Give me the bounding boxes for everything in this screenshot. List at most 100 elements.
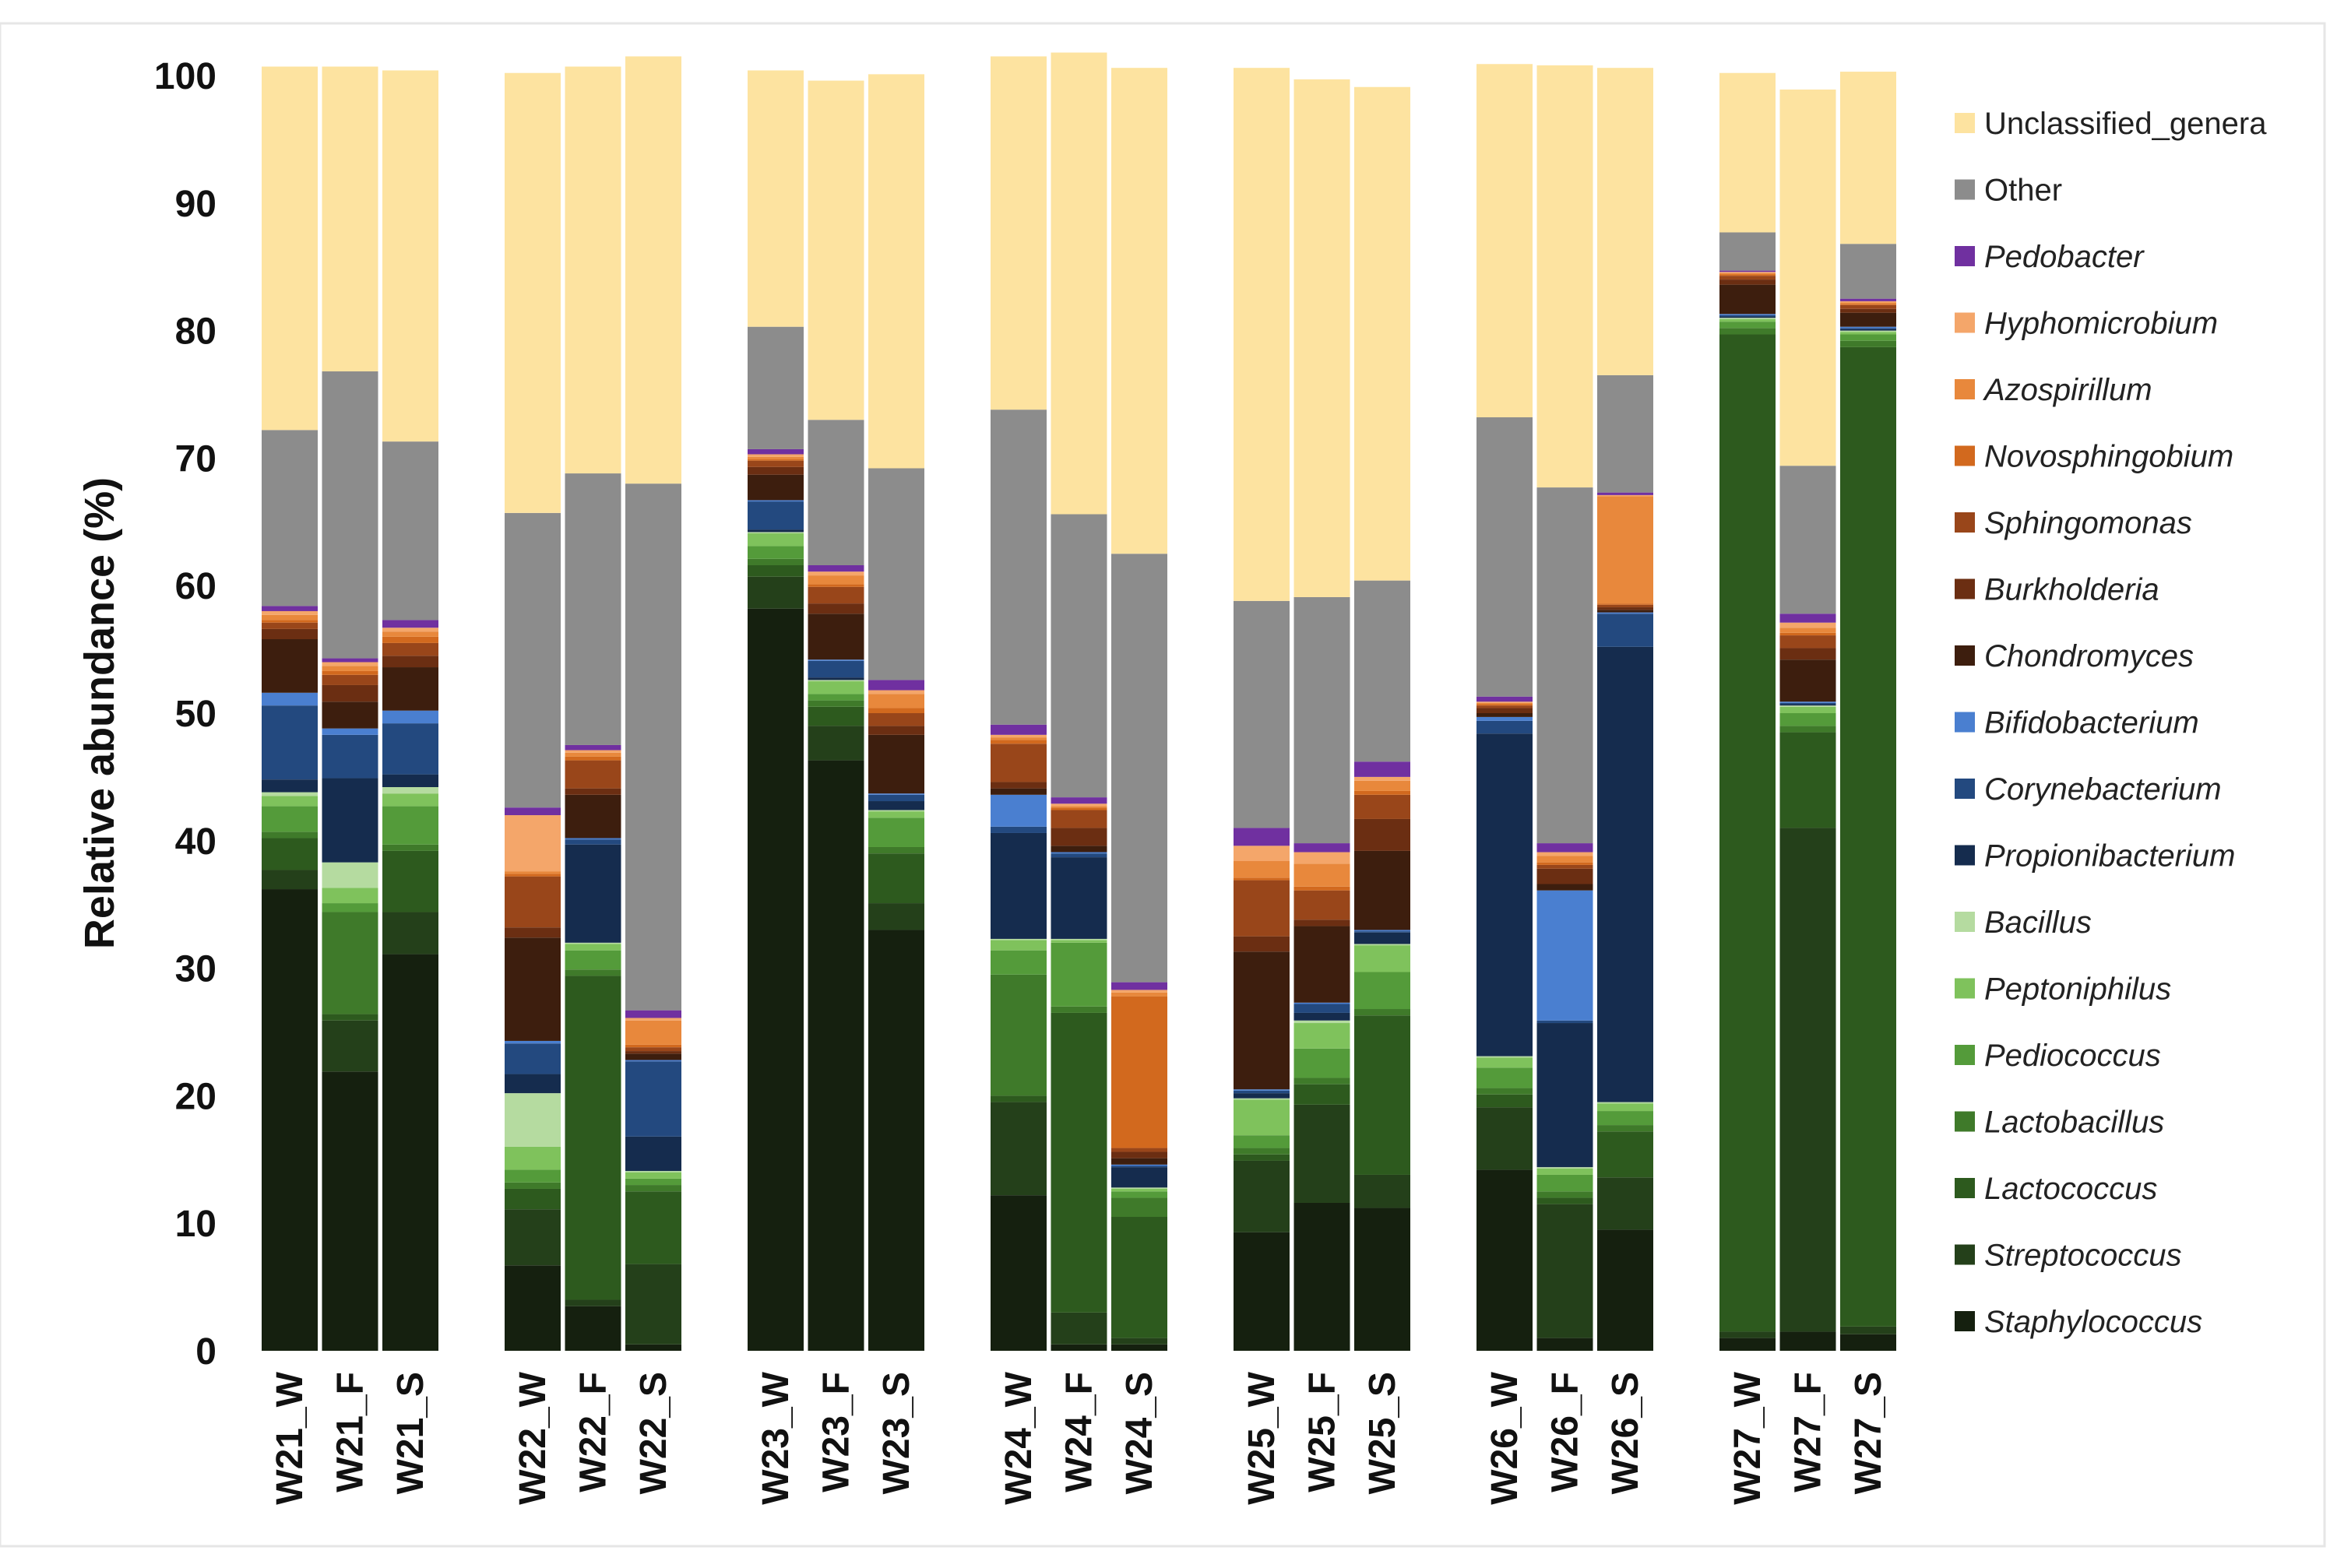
- bar-segment-propionibacterium: [1840, 329, 1896, 331]
- bar-segment-chondromyces: [505, 937, 561, 1041]
- bar-segment-bifidobacterium: [1536, 890, 1593, 1021]
- bar-segment-corynebacterium: [1293, 1004, 1350, 1013]
- bar-segment-corynebacterium: [1354, 931, 1410, 933]
- bar-segment-streptococcus: [1536, 1204, 1593, 1338]
- y-tick-label: 80: [175, 311, 216, 353]
- bar-segment-burkholderia: [505, 927, 561, 938]
- bar-segment-other: [1234, 600, 1290, 828]
- bar-segment-peptoniphilus: [382, 793, 438, 807]
- bar-stack-w22-s: [625, 56, 681, 1351]
- bar-segment-other: [262, 430, 318, 606]
- bar-segment-chondromyces: [625, 1053, 681, 1060]
- bar-segment-corynebacterium: [1536, 1020, 1593, 1024]
- y-tick-label: 0: [195, 1331, 216, 1373]
- bar-segment-peptoniphilus: [808, 681, 864, 694]
- bar-segment-bifidobacterium: [808, 659, 864, 661]
- bar-stack-w23-w: [748, 70, 804, 1351]
- bar-segment-streptococcus: [625, 1264, 681, 1345]
- bar-segment-lactococcus: [1293, 1084, 1350, 1105]
- bar-segment-staphylococcus: [1536, 1338, 1593, 1351]
- bar-segment-staphylococcus: [382, 954, 438, 1351]
- bar-segment-pedobacter: [1476, 696, 1533, 702]
- bar-segment-bifidobacterium: [991, 794, 1047, 827]
- legend-swatch: [1955, 1111, 1975, 1132]
- bar-segment-azospirillum: [565, 752, 621, 757]
- bar-segment-peptoniphilus: [1597, 1103, 1653, 1112]
- bar-segment-lactobacillus: [1597, 1125, 1653, 1132]
- x-category-label: W27_S: [1848, 1372, 1889, 1494]
- legend-item-azospirillum: Azospirillum: [1955, 373, 2152, 407]
- legend-label: Peptoniphilus: [1984, 972, 2171, 1007]
- bar-segment-burkholderia: [868, 726, 924, 735]
- bar-stack-w21-s: [382, 70, 438, 1351]
- y-tick-label: 50: [175, 694, 216, 735]
- bar-segment-corynebacterium: [1234, 1090, 1290, 1094]
- bar-segment-lactobacillus: [262, 831, 318, 838]
- bar-segment-pediococcus: [505, 1169, 561, 1183]
- bar-segment-burkholderia: [382, 656, 438, 668]
- x-category-label: W26_S: [1605, 1372, 1646, 1494]
- bar-segment-bifidobacterium: [565, 838, 621, 840]
- bar-segment-streptococcus: [1840, 1326, 1896, 1334]
- bar-segment-peptoniphilus: [1354, 945, 1410, 972]
- bar-segment-novosphingobium: [1476, 704, 1533, 706]
- bar-segment-hyphomicrobium: [991, 734, 1047, 738]
- bar-segment-lactobacillus: [1840, 340, 1896, 347]
- legend-item-lactococcus: Lactococcus: [1955, 1172, 2157, 1206]
- bar-segment-unclassified-genera: [565, 66, 621, 474]
- y-tick-label: 30: [175, 949, 216, 990]
- bar-segment-azospirillum: [262, 614, 318, 621]
- bar-segment-corynebacterium: [1779, 702, 1836, 705]
- bar-segment-streptococcus: [808, 726, 864, 761]
- y-tick-label: 70: [175, 438, 216, 480]
- legend-label: Lactobacillus: [1984, 1106, 2164, 1140]
- bar-segment-bacillus: [1293, 1020, 1350, 1024]
- legend-swatch: [1955, 645, 1975, 666]
- bar-segment-other: [1719, 232, 1776, 271]
- bar-segment-corynebacterium: [1476, 720, 1533, 734]
- bar-segment-unclassified-genera: [322, 66, 378, 372]
- bar-segment-sphingomonas: [868, 713, 924, 726]
- bar-segment-burkholderia: [808, 603, 864, 614]
- bar-segment-peptoniphilus: [1293, 1023, 1350, 1049]
- bar-segment-streptococcus: [1111, 1338, 1167, 1345]
- bar-segment-pedobacter: [1840, 298, 1896, 301]
- bar-segment-chondromyces: [1051, 846, 1107, 853]
- bar-stack-w26-f: [1536, 65, 1593, 1351]
- bar-segment-azospirillum: [1354, 780, 1410, 791]
- bar-segment-burkholderia: [748, 466, 804, 475]
- bar-segment-azospirillum: [322, 666, 378, 671]
- bar-segment-sphingomonas: [991, 744, 1047, 782]
- legend-item-novosphingobium: Novosphingobium: [1955, 440, 2233, 474]
- bar-segment-pedobacter: [808, 564, 864, 572]
- bar-segment-novosphingobium: [1111, 996, 1167, 1148]
- bar-segment-peptoniphilus: [1234, 1099, 1290, 1136]
- bar-segment-streptococcus: [1597, 1177, 1653, 1230]
- bar-segment-lactococcus: [1840, 346, 1896, 1327]
- bar-segment-other: [1111, 554, 1167, 983]
- legend-swatch: [1955, 845, 1975, 866]
- y-tick-label: 20: [175, 1076, 216, 1117]
- bar-segment-propionibacterium: [1354, 932, 1410, 944]
- bar-segment-propionibacterium: [262, 779, 318, 793]
- bar-segment-azospirillum: [1051, 806, 1107, 808]
- bar-segment-unclassified-genera: [1234, 68, 1290, 601]
- x-category-label: W21_W: [269, 1371, 311, 1504]
- bar-segment-pedobacter: [505, 807, 561, 816]
- legend-label: Chondromyces: [1984, 639, 2194, 673]
- bar-segment-bacillus: [1111, 1187, 1167, 1189]
- bar-segment-pedobacter: [1536, 843, 1593, 853]
- bar-segment-staphylococcus: [1111, 1344, 1167, 1351]
- bar-segment-unclassified-genera: [1476, 64, 1533, 417]
- legend-label: Corynebacterium: [1984, 772, 2222, 807]
- bar-segment-pediococcus: [565, 950, 621, 970]
- bar-segment-novosphingobium: [1597, 603, 1653, 605]
- bar-segment-burkholderia: [1779, 648, 1836, 660]
- legend-swatch: [1955, 379, 1975, 399]
- x-category-label: W27_F: [1788, 1372, 1829, 1492]
- bar-segment-staphylococcus: [808, 760, 864, 1351]
- bar-segment-staphylococcus: [505, 1265, 561, 1351]
- legend-label: Azospirillum: [1983, 373, 2152, 407]
- bar-segment-lactobacillus: [1476, 1088, 1533, 1095]
